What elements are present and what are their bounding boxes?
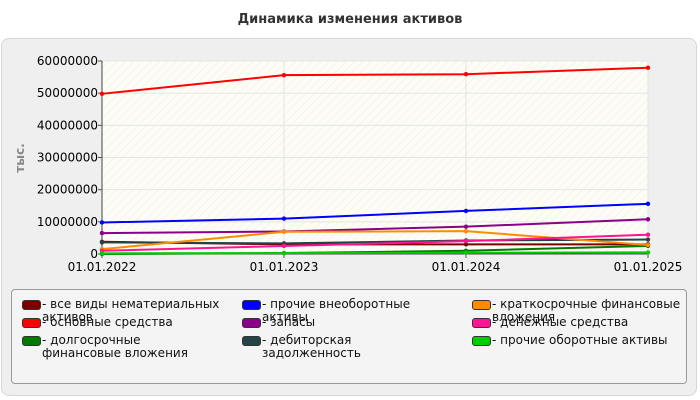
data-point [281, 243, 287, 249]
y-axis-ticks: 0 10000000 20000000 30000000 40000000 5000000… [37, 54, 102, 261]
data-point [99, 251, 105, 256]
x-tick-label: 01.01.2024 [432, 260, 501, 274]
legend-swatch [22, 300, 41, 310]
data-point [281, 216, 287, 221]
series-line [101, 202, 649, 224]
legend-swatch [22, 318, 41, 328]
legend-swatch [472, 318, 491, 328]
data-point [645, 201, 651, 207]
legend-item: - запасы [242, 316, 442, 329]
legend-label: - основные средства [42, 315, 173, 329]
data-point [645, 250, 651, 255]
x-tick-label: 01.01.2023 [250, 260, 319, 274]
y-tick-label: 20000000 [37, 183, 98, 197]
series-line [101, 66, 649, 95]
data-point [463, 228, 469, 234]
chart-title: Динамика изменения активов [237, 12, 463, 27]
data-point [463, 71, 469, 77]
data-point [645, 65, 651, 70]
data-point [99, 230, 105, 236]
data-point [463, 208, 469, 214]
y-tick-label: 30000000 [37, 151, 98, 165]
x-tick-label: 01.01.2025 [614, 260, 683, 274]
data-point [645, 232, 651, 237]
y-axis-label: тыс. [13, 143, 27, 172]
series-line [101, 233, 649, 252]
data-point [645, 242, 651, 248]
legend-item: - денежные средства [472, 316, 682, 329]
y-tick-label: 40000000 [37, 118, 98, 132]
legend-swatch [472, 336, 491, 346]
series-line [101, 218, 649, 235]
x-tick-label: 01.01.2022 [68, 260, 137, 274]
data-point [645, 237, 651, 242]
legend-swatch [472, 300, 491, 310]
legend-label: - прочие оборотные активы [492, 333, 668, 347]
data-point [281, 72, 287, 78]
line-chart: 0 10000000 20000000 30000000 40000000 5000000… [13, 54, 683, 274]
legend-swatch [242, 300, 261, 310]
legend-label: - долгосрочные финансовые вложения [42, 333, 188, 360]
y-tick-label: 10000000 [37, 215, 98, 229]
series-lines [99, 65, 651, 257]
data-point [99, 91, 105, 97]
legend-label: - краткосрочные финансовые вложения [492, 297, 681, 324]
legend-item: - краткосрочные финансовые вложения [472, 298, 682, 324]
legend-item: - дебиторская задолженность [242, 334, 442, 360]
legend-item: - все виды нематериальных активов [22, 298, 222, 324]
data-point [463, 250, 469, 255]
x-axis-ticks: 01.01.2022 01.01.2023 01.01.2024 01.01.2025 [68, 254, 683, 274]
y-tick-label: 0 [90, 247, 98, 261]
legend-label: - прочие внеоборотные активы [262, 297, 411, 324]
data-point [99, 240, 105, 245]
legend-swatch [242, 318, 261, 328]
data-point [463, 238, 469, 244]
data-point [281, 229, 287, 235]
legend-label: - дебиторская задолженность [262, 333, 361, 360]
series-line [101, 251, 649, 255]
legend-item: - прочие оборотные активы [472, 334, 682, 347]
data-point [645, 217, 651, 222]
legend-swatch [22, 336, 41, 346]
legend-label: - все виды нематериальных активов [42, 297, 220, 324]
data-point [463, 224, 469, 229]
y-tick-label: 50000000 [37, 86, 98, 100]
data-point [99, 220, 105, 225]
series-line [101, 238, 649, 245]
legend-item: - долгосрочные финансовые вложения [22, 334, 222, 360]
data-point [281, 250, 287, 256]
data-point [463, 242, 469, 247]
legend-swatch [242, 336, 261, 346]
chart-legend: - все виды нематериальных активов - основ… [11, 289, 687, 384]
legend-label: - денежные средства [492, 315, 629, 329]
legend-item: - прочие внеоборотные активы [242, 298, 442, 324]
legend-label: - запасы [262, 315, 316, 329]
legend-item: - основные средства [22, 316, 222, 329]
y-tick-label: 60000000 [37, 54, 98, 68]
